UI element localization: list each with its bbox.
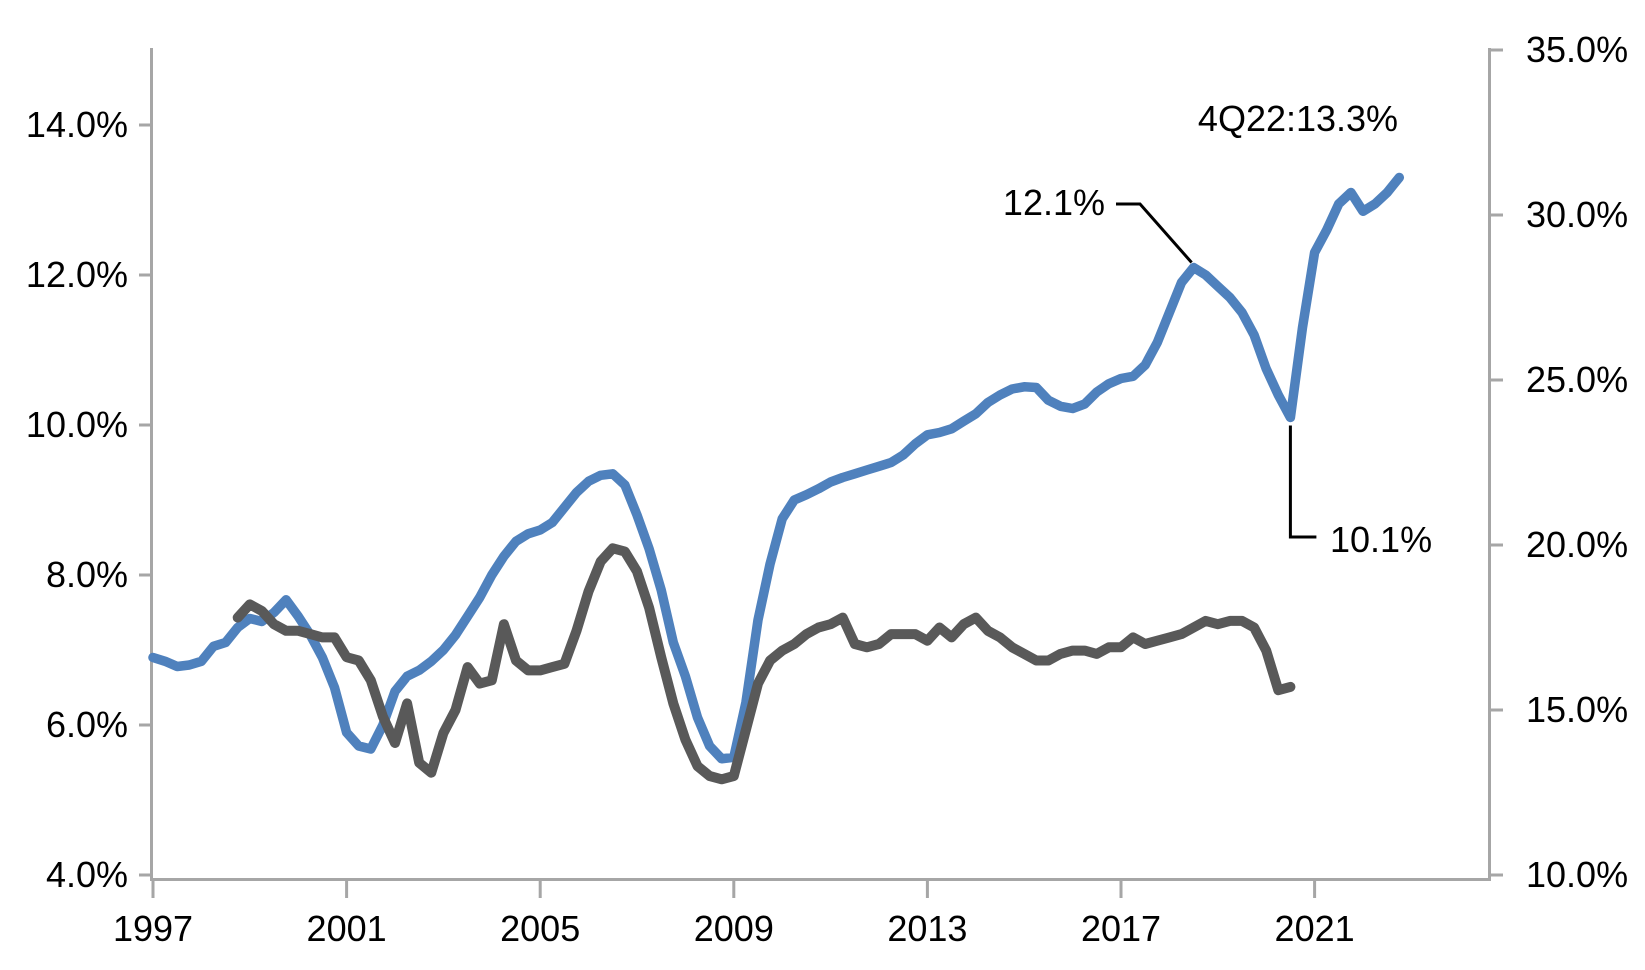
annotation-peak-2018: 12.1% [1002, 182, 1105, 223]
right-axis-tick-label: 35.0% [1526, 29, 1628, 70]
left-axis-tick-label: 10.0% [26, 404, 128, 445]
x-axis-tick-label: 2005 [500, 908, 580, 949]
x-axis-tick-label: 2021 [1275, 908, 1355, 949]
annotation-trough-2020: 10.1% [1330, 519, 1433, 560]
right-axis-tick-label: 15.0% [1526, 689, 1628, 730]
left-axis-tick-label: 6.0% [46, 704, 128, 745]
left-axis-tick-label: 14.0% [26, 104, 128, 145]
x-axis-tick-label: 2013 [887, 908, 967, 949]
right-axis-tick-label: 20.0% [1526, 524, 1628, 565]
gray-series-right-axis [232, 543, 1296, 785]
x-axis-tick-label: 2017 [1081, 908, 1161, 949]
left-axis-tick-label: 12.0% [26, 254, 128, 295]
x-axis-tick-label: 1997 [113, 908, 193, 949]
right-axis-tick-label: 30.0% [1526, 194, 1628, 235]
leader-line-trough [1288, 425, 1317, 539]
x-axis-tick-label: 2009 [694, 908, 774, 949]
right-axis-tick-label: 25.0% [1526, 359, 1628, 400]
right-axis-tick-label: 10.0% [1526, 854, 1628, 895]
left-axis-tick-label: 4.0% [46, 854, 128, 895]
blue-series-left-axis [148, 172, 1405, 764]
left-axis-tick-label: 8.0% [46, 554, 128, 595]
annotation-last-point: 4Q22:13.3% [1197, 98, 1399, 139]
leader-line-peak [1116, 202, 1193, 264]
x-axis-tick-label: 2001 [307, 908, 387, 949]
